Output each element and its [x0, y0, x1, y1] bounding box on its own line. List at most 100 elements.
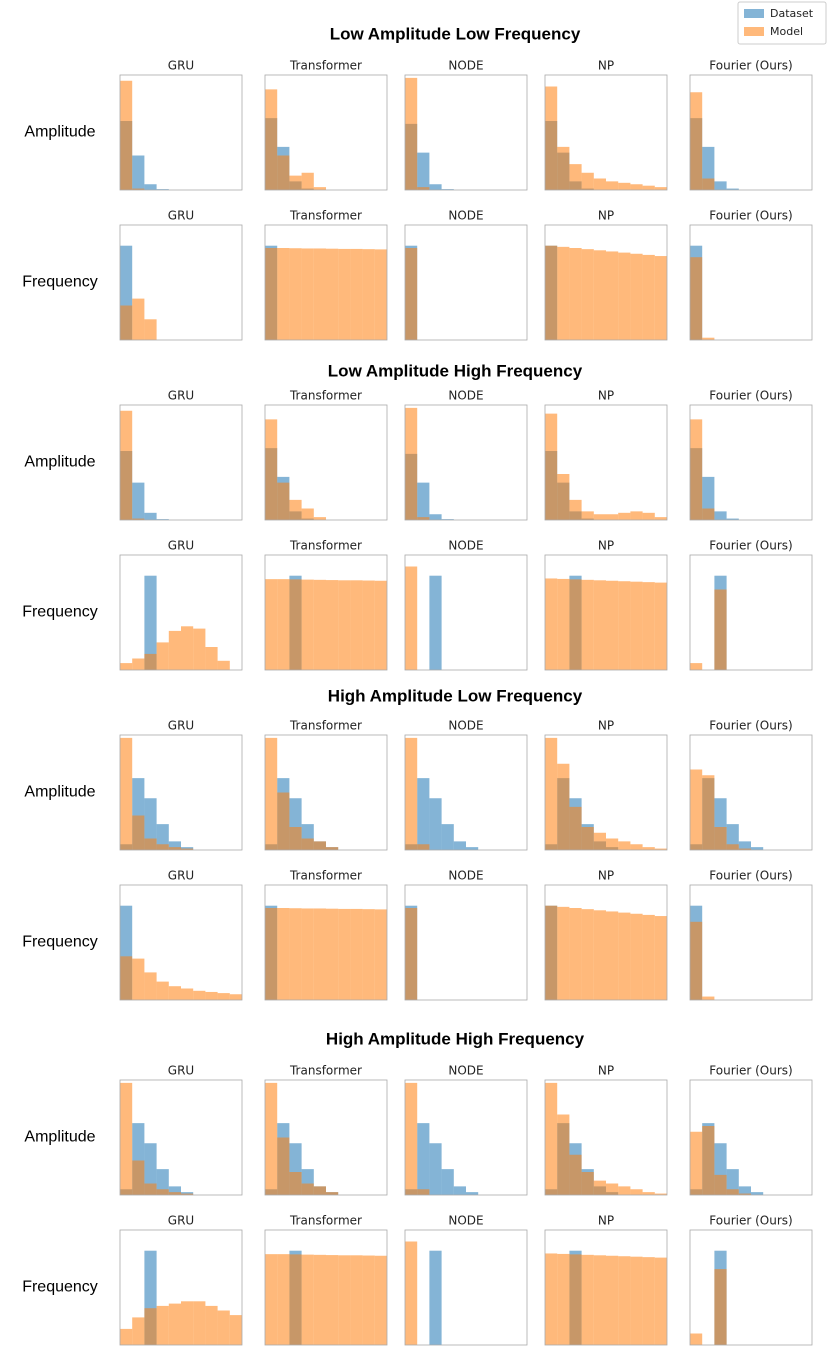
axes-frame [544, 404, 668, 521]
histogram-bar [654, 582, 667, 670]
histogram-bar [690, 1333, 703, 1345]
histogram-bar [593, 178, 606, 190]
histogram-bar [642, 254, 655, 340]
histogram-bar [702, 1126, 715, 1195]
axes-frame [689, 74, 813, 191]
histogram-bar [606, 580, 619, 670]
histogram-bar [569, 248, 582, 340]
histogram-bar [144, 972, 157, 1000]
histogram-bar [606, 1255, 619, 1345]
histogram-bar [120, 410, 133, 520]
histogram-bar [374, 1255, 387, 1345]
axes-frame [119, 404, 243, 521]
histogram-bar [593, 910, 606, 1000]
histogram-bar [429, 514, 442, 520]
histogram-bar [630, 1189, 643, 1195]
histogram-bar [441, 189, 454, 190]
histogram-bar [557, 146, 570, 190]
histogram-bar [569, 164, 582, 190]
histogram-bar [405, 908, 418, 1000]
histogram-bar [289, 579, 302, 670]
histogram-bar [690, 1131, 703, 1195]
histogram-bar [702, 775, 715, 850]
histogram-bar [168, 1303, 181, 1345]
panel-title: Transformer [289, 539, 362, 553]
histogram-bar [374, 909, 387, 1000]
histogram-bar [429, 184, 442, 190]
histogram-bar [120, 1328, 133, 1345]
histogram-bar [301, 172, 314, 190]
row-label: Frequency [22, 274, 98, 291]
histogram-bar [593, 832, 606, 850]
histogram-bar [581, 172, 594, 190]
histogram-bar [738, 1193, 751, 1195]
histogram-bar [642, 1192, 655, 1195]
histogram-bar [144, 184, 157, 190]
panel-title: GRU [168, 539, 194, 553]
histogram-bar [326, 580, 339, 670]
histogram-bar [654, 1257, 667, 1345]
histogram-bar [581, 1172, 594, 1195]
histogram-bar [569, 1254, 582, 1345]
histogram-bar [690, 663, 703, 670]
histogram-bar [557, 578, 570, 670]
axes-frame [404, 554, 528, 671]
axes-frame [119, 884, 243, 1001]
panel-title: NP [598, 539, 614, 553]
histogram-bar [441, 824, 454, 850]
histogram-bar [545, 86, 558, 190]
histogram-bar [156, 642, 169, 670]
axes-frame [544, 224, 668, 341]
histogram-bar [714, 1174, 727, 1195]
histogram-bar [374, 249, 387, 340]
histogram-bar [581, 909, 594, 1000]
histogram-bar [229, 1315, 242, 1345]
histogram-bar [326, 1255, 339, 1345]
histogram-bar [181, 988, 194, 1000]
histogram-bar [545, 905, 558, 1000]
panel-title: Transformer [289, 719, 362, 733]
histogram-bar [593, 514, 606, 520]
histogram-bar [338, 908, 351, 1000]
panel-title: NP [598, 1214, 614, 1228]
histogram-bar [630, 184, 643, 190]
axes-frame [264, 74, 388, 191]
histogram-bar [429, 798, 442, 850]
axes-frame [544, 734, 668, 851]
axes-frame [264, 884, 388, 1001]
panel-title: Fourier (Ours) [709, 1214, 792, 1228]
histogram-bar [417, 482, 430, 520]
histogram-bar [417, 1189, 430, 1195]
histogram-bar [277, 908, 290, 1000]
histogram-bar [606, 838, 619, 850]
histogram-bar [313, 579, 326, 670]
histogram-bar [338, 580, 351, 670]
histogram-bar [313, 1186, 326, 1195]
section-title: Low Amplitude High Frequency [328, 361, 583, 380]
histogram-bar [569, 499, 582, 520]
histogram-bar [642, 1257, 655, 1345]
histogram-bar [714, 589, 727, 670]
panel-title: Transformer [289, 1214, 362, 1228]
histogram-bar [618, 182, 631, 190]
histogram-bar [156, 824, 169, 850]
axes-frame [689, 404, 813, 521]
histogram-bar [569, 579, 582, 670]
histogram-bar [581, 511, 594, 520]
axes-frame [119, 74, 243, 191]
histogram-bar [301, 838, 314, 850]
histogram-bar [405, 1241, 418, 1345]
histogram-bar [702, 178, 715, 190]
histogram-bar [217, 993, 230, 1000]
axes-frame [264, 734, 388, 851]
histogram-bar [557, 1253, 570, 1345]
panel-title: NP [598, 209, 614, 223]
panel-title: NP [598, 59, 614, 73]
panel-title: GRU [168, 719, 194, 733]
histogram-bar [132, 298, 145, 340]
histogram-bar [417, 517, 430, 520]
axes-frame [404, 74, 528, 191]
row-label: Frequency [22, 934, 98, 951]
histogram-bar [277, 1137, 290, 1195]
